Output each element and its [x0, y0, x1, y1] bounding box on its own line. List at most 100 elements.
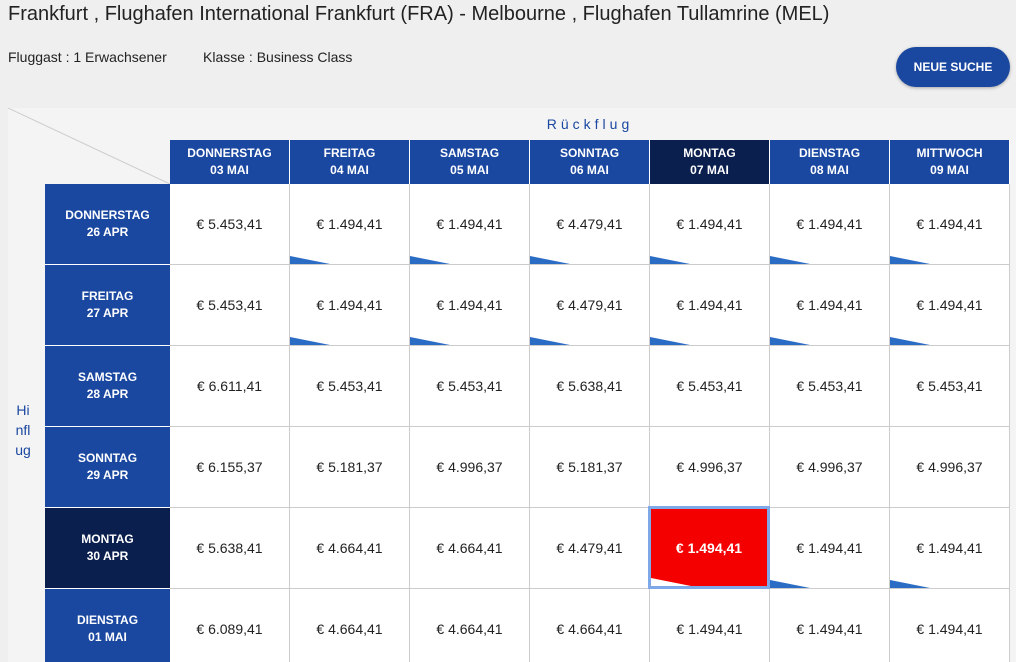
- price: € 5.453,41: [796, 378, 863, 394]
- price-cell[interactable]: € 5.638,41: [530, 346, 650, 427]
- price: € 1.494,41: [916, 216, 983, 232]
- price-cell[interactable]: € 4.664,41: [290, 589, 410, 662]
- row-header[interactable]: SAMSTAG 28 APR: [45, 346, 170, 427]
- price-cell[interactable]: € 4.664,41: [410, 508, 530, 589]
- price-cell[interactable]: € 5.453,41: [770, 346, 890, 427]
- column-day: DIENSTAG: [798, 146, 861, 160]
- price-cell[interactable]: € 1.494,41: [648, 506, 770, 589]
- row-day: DIENSTAG: [76, 613, 139, 627]
- column-header[interactable]: FREITAG 04 MAI: [290, 140, 410, 184]
- price-indicator: [530, 256, 570, 264]
- price-cell[interactable]: € 4.479,41: [530, 184, 650, 265]
- price: € 5.181,37: [316, 459, 383, 475]
- price: € 4.996,37: [796, 459, 863, 475]
- price-indicator: [651, 578, 691, 586]
- row-header[interactable]: MONTAG 30 APR: [45, 508, 170, 589]
- price-indicator: [770, 337, 810, 345]
- price: € 4.479,41: [556, 297, 623, 313]
- price-cell[interactable]: € 4.664,41: [290, 508, 410, 589]
- price: € 1.494,41: [796, 621, 863, 637]
- price-cell[interactable]: € 4.996,37: [890, 427, 1010, 508]
- price-cell[interactable]: € 1.494,41: [410, 184, 530, 265]
- column-header[interactable]: SONNTAG 06 MAI: [530, 140, 650, 184]
- price: € 1.494,41: [436, 216, 503, 232]
- row-day: MONTAG: [81, 532, 134, 546]
- price-cell[interactable]: € 6.089,41: [170, 589, 290, 662]
- new-search-button[interactable]: NEUE SUCHE: [896, 47, 1010, 87]
- price-cell[interactable]: € 5.453,41: [410, 346, 530, 427]
- column-day: MONTAG: [683, 146, 736, 160]
- price-cell[interactable]: € 5.181,37: [530, 427, 650, 508]
- price-cell[interactable]: € 5.181,37: [290, 427, 410, 508]
- price-cell[interactable]: € 4.664,41: [530, 589, 650, 662]
- price-cell[interactable]: € 5.453,41: [170, 184, 290, 265]
- column-day: MITTWOCH: [916, 146, 983, 160]
- price-cell[interactable]: € 5.453,41: [650, 346, 770, 427]
- price-cell[interactable]: € 5.453,41: [890, 346, 1010, 427]
- column-date: 07 MAI: [690, 163, 729, 177]
- price: € 6.155,37: [196, 459, 263, 475]
- return-label: Rückflug: [546, 116, 634, 132]
- price: € 6.089,41: [196, 621, 263, 637]
- column-header[interactable]: MITTWOCH 09 MAI: [890, 140, 1010, 184]
- price: € 5.453,41: [196, 297, 263, 313]
- price-cell[interactable]: € 1.494,41: [890, 508, 1010, 589]
- price-cell[interactable]: € 6.155,37: [170, 427, 290, 508]
- column-header[interactable]: MONTAG 07 MAI: [650, 140, 770, 184]
- price: € 5.453,41: [916, 378, 983, 394]
- price-cell[interactable]: € 1.494,41: [650, 265, 770, 346]
- price-cell[interactable]: € 5.453,41: [170, 265, 290, 346]
- price-indicator: [890, 256, 930, 264]
- price-cell[interactable]: € 4.996,37: [410, 427, 530, 508]
- price-cell[interactable]: € 1.494,41: [290, 184, 410, 265]
- price-cell[interactable]: € 1.494,41: [770, 508, 890, 589]
- row-header[interactable]: DONNERSTAG 26 APR: [45, 184, 170, 265]
- price-cell[interactable]: € 5.638,41: [170, 508, 290, 589]
- column-header[interactable]: DIENSTAG 08 MAI: [770, 140, 890, 184]
- row-day: SONNTAG: [77, 451, 138, 465]
- row-header[interactable]: FREITAG 27 APR: [45, 265, 170, 346]
- column-day: SONNTAG: [559, 146, 620, 160]
- price: € 4.664,41: [316, 540, 383, 556]
- price: € 4.479,41: [556, 540, 623, 556]
- column-header[interactable]: DONNERSTAG 03 MAI: [170, 140, 290, 184]
- price-indicator: [410, 337, 450, 345]
- price: € 4.664,41: [556, 621, 623, 637]
- price-cell[interactable]: € 4.996,37: [650, 427, 770, 508]
- column-date: 03 MAI: [210, 163, 249, 177]
- column-header[interactable]: SAMSTAG 05 MAI: [410, 140, 530, 184]
- price-cell[interactable]: € 6.611,41: [170, 346, 290, 427]
- price-indicator: [290, 337, 330, 345]
- row-day: FREITAG: [81, 289, 134, 303]
- price: € 1.494,41: [316, 216, 383, 232]
- price: € 5.453,41: [196, 216, 263, 232]
- price-cell[interactable]: € 1.494,41: [770, 184, 890, 265]
- row-day: DONNERSTAG: [65, 208, 150, 222]
- price: € 1.494,41: [676, 621, 743, 637]
- price-cell[interactable]: € 1.494,41: [770, 265, 890, 346]
- price-cell[interactable]: € 4.996,37: [770, 427, 890, 508]
- price-indicator: [770, 256, 810, 264]
- price-cell[interactable]: € 1.494,41: [890, 589, 1010, 662]
- price-cell[interactable]: € 1.494,41: [890, 265, 1010, 346]
- price-cell[interactable]: € 4.479,41: [530, 508, 650, 589]
- row-date: 27 APR: [86, 306, 129, 320]
- price-cell[interactable]: € 4.479,41: [530, 265, 650, 346]
- price: € 4.996,37: [676, 459, 743, 475]
- price-cell[interactable]: € 1.494,41: [650, 589, 770, 662]
- price-indicator: [890, 580, 930, 588]
- price-cell[interactable]: € 5.453,41: [290, 346, 410, 427]
- price: € 4.664,41: [436, 540, 503, 556]
- row-header[interactable]: DIENSTAG 01 MAI: [45, 589, 170, 662]
- price-cell[interactable]: € 1.494,41: [650, 184, 770, 265]
- price-cell[interactable]: € 1.494,41: [410, 265, 530, 346]
- row-header[interactable]: SONNTAG 29 APR: [45, 427, 170, 508]
- price: € 1.494,41: [676, 297, 743, 313]
- price-cell[interactable]: € 1.494,41: [770, 589, 890, 662]
- price-cell[interactable]: € 1.494,41: [890, 184, 1010, 265]
- price-cell[interactable]: € 1.494,41: [290, 265, 410, 346]
- price-indicator: [650, 256, 690, 264]
- price-indicator: [890, 337, 930, 345]
- price-cell[interactable]: € 4.664,41: [410, 589, 530, 662]
